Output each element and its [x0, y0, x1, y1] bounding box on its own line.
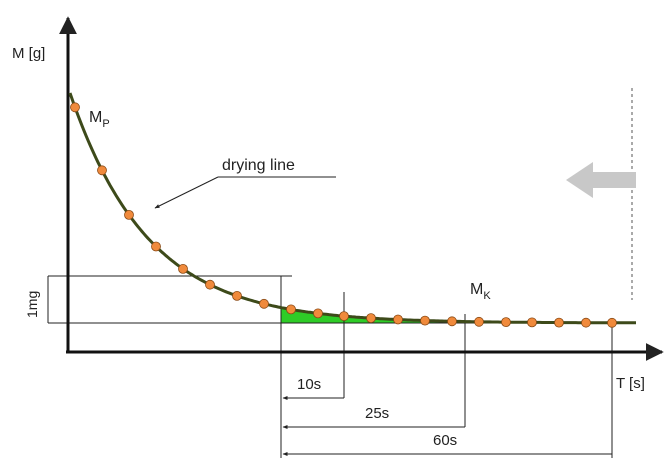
interval-label-60s: 60s [433, 432, 457, 449]
sample-point [581, 317, 591, 328]
sample-point [232, 290, 242, 301]
sample-point [501, 317, 511, 328]
sample-points [70, 102, 617, 328]
sample-point [474, 316, 484, 327]
interval-label-25s: 25s [365, 405, 389, 422]
sample-point [259, 298, 269, 309]
sample-point [447, 316, 457, 327]
end-mass-sub: K [483, 290, 491, 302]
sample-point [313, 308, 323, 319]
interval-label-10s: 10s [297, 376, 321, 393]
left-arrow-icon [566, 162, 636, 198]
sample-point [97, 165, 107, 176]
sample-point [393, 314, 403, 325]
band-label: 1mg [24, 291, 40, 318]
start-mass-main: M [89, 109, 102, 126]
curve-label-pointer [154, 176, 219, 209]
drying-curve [68, 92, 636, 325]
start-mass-label: MP [89, 109, 110, 130]
sample-point [366, 313, 376, 324]
sample-point [124, 209, 134, 220]
sample-point [286, 304, 296, 315]
end-mass-label: MK [470, 281, 491, 302]
sample-point [554, 317, 564, 328]
y-axis-label: M [g] [12, 45, 45, 62]
end-mass-main: M [470, 281, 483, 298]
start-mass-sub: P [102, 118, 109, 130]
sample-point [339, 311, 349, 322]
sample-point [70, 102, 80, 113]
curve-label: drying line [222, 157, 295, 174]
sample-point [420, 315, 430, 326]
sample-point [178, 263, 188, 274]
sample-point [527, 317, 537, 328]
sample-point [205, 279, 215, 290]
sample-point [151, 241, 161, 252]
x-axis-label: T [s] [616, 375, 645, 392]
sample-point [607, 317, 617, 328]
